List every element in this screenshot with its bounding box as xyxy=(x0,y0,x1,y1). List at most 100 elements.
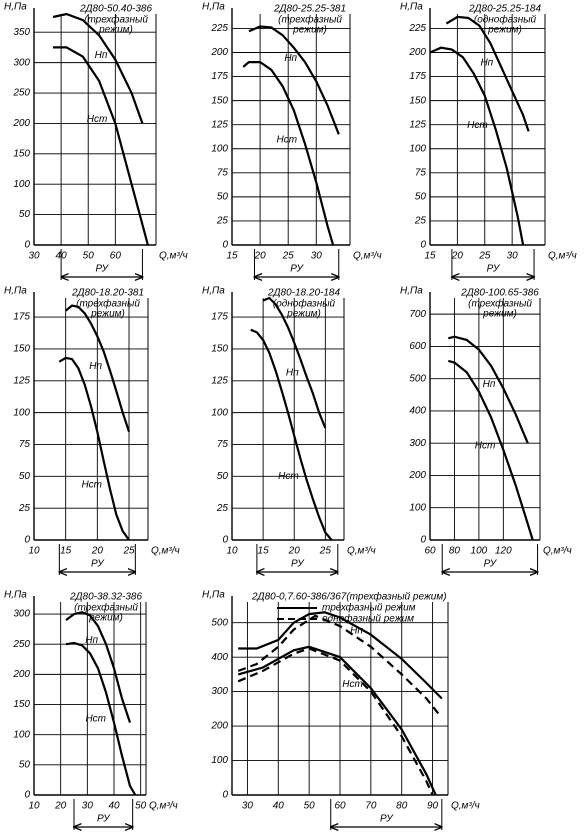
y-tick-label: 0 xyxy=(222,240,228,251)
y-tick-label: 175 xyxy=(211,312,228,323)
curve-label: Нст xyxy=(81,480,102,491)
y-tick-label: 0 xyxy=(222,535,228,546)
curve xyxy=(448,359,534,541)
x-tick-label: 20 xyxy=(288,546,301,557)
x-tick-label: 20 xyxy=(254,251,267,262)
curve-label: Нст xyxy=(85,713,106,724)
curve-label: Нп xyxy=(483,379,496,390)
y-tick-label: 0 xyxy=(24,240,30,251)
chart-title: 2Д80-50.40-386 xyxy=(79,4,153,15)
y-tick-label: 100 xyxy=(409,143,426,154)
curve-label: Нст xyxy=(276,135,297,146)
x-tick-label: 30 xyxy=(507,251,519,262)
x-tick-label: 40 xyxy=(273,801,285,812)
y-axis-label: Н,Па xyxy=(202,2,225,13)
y-axis-label: Н,Па xyxy=(4,2,27,13)
ru-label: РУ xyxy=(290,264,304,275)
legend-label: однофазный режим xyxy=(322,613,414,625)
chart-subtitle: режим) xyxy=(98,25,133,36)
y-tick-label: 300 xyxy=(13,57,30,68)
chart-title: 2Д80-0,7.60-386/367(трехфазный режим) xyxy=(251,591,447,603)
chart-title: 2Д80-38.32-386 xyxy=(69,592,143,603)
y-tick-label: 225 xyxy=(408,23,426,34)
x-axis-label: Q,м³/ч xyxy=(151,546,180,557)
curve xyxy=(52,12,144,124)
curve xyxy=(65,641,137,796)
curve-label: Нст xyxy=(87,114,108,125)
x-tick-label: 50 xyxy=(135,801,147,812)
legend-label: трехфазный режим xyxy=(322,602,416,614)
curve-label: Нп xyxy=(89,361,102,372)
x-tick-label: 25 xyxy=(122,546,135,557)
y-tick-label: 100 xyxy=(211,407,228,418)
curve xyxy=(445,15,530,132)
x-tick-label: 10 xyxy=(226,546,238,557)
y-axis-label: Н,Па xyxy=(4,286,27,297)
x-axis-label: Q,м³/ч xyxy=(451,801,480,812)
x-tick-label: 40 xyxy=(108,801,120,812)
curve-label: Нп xyxy=(350,625,363,636)
y-tick-label: 125 xyxy=(211,119,228,130)
x-tick-label: 70 xyxy=(365,801,377,812)
y-tick-label: 150 xyxy=(13,699,30,710)
chart-title: 2Д80-25.25-184 xyxy=(468,4,542,15)
curve xyxy=(65,304,131,433)
curve-label: Нст xyxy=(342,679,363,690)
chart-subtitle: (однофазный xyxy=(474,14,537,26)
x-tick-label: 10 xyxy=(28,801,40,812)
y-tick-label: 25 xyxy=(414,216,427,227)
x-tick-label: 15 xyxy=(424,251,436,262)
x-axis-label: Q,м³/ч xyxy=(353,251,382,262)
y-tick-label: 200 xyxy=(12,669,30,680)
y-tick-label: 100 xyxy=(211,143,228,154)
chart-title: 2Д80-100.65-386 xyxy=(460,288,539,299)
y-tick-label: 500 xyxy=(409,373,426,384)
y-tick-label: 250 xyxy=(12,88,30,99)
curve-label: Нп xyxy=(284,53,297,64)
chart-subtitle: (трехфазный xyxy=(76,298,140,310)
y-tick-label: 175 xyxy=(211,71,228,82)
x-tick-label: 100 xyxy=(471,546,488,557)
curve xyxy=(429,46,525,246)
x-axis-label: Q,м³/ч xyxy=(159,251,188,262)
curve xyxy=(248,25,340,135)
x-tick-label: 90 xyxy=(427,801,439,812)
y-tick-label: 150 xyxy=(211,344,228,355)
y-tick-label: 200 xyxy=(210,47,228,58)
y-tick-label: 0 xyxy=(222,790,228,801)
ru-label: РУ xyxy=(95,264,109,275)
curve-label: Нп xyxy=(85,635,98,646)
curve xyxy=(58,356,130,541)
y-tick-label: 25 xyxy=(216,216,229,227)
y-tick-label: 150 xyxy=(409,95,426,106)
x-tick-label: 15 xyxy=(258,546,270,557)
y-tick-label: 50 xyxy=(415,192,427,203)
chart-subtitle: (трехфазный xyxy=(74,602,138,614)
x-axis-label: Q,м³/ч xyxy=(543,546,572,557)
y-tick-label: 200 xyxy=(210,721,228,732)
y-tick-label: 75 xyxy=(415,167,427,178)
y-tick-label: 100 xyxy=(211,755,228,766)
chart-subtitle: режим) xyxy=(292,25,327,36)
y-tick-label: 175 xyxy=(409,71,426,82)
chart-subtitle: режим) xyxy=(487,25,522,36)
y-axis-label: Н,Па xyxy=(202,286,225,297)
y-tick-label: 700 xyxy=(409,309,426,320)
y-tick-label: 100 xyxy=(13,729,30,740)
curve-label: Нст xyxy=(475,440,496,451)
y-tick-label: 50 xyxy=(217,192,229,203)
curve xyxy=(448,335,529,444)
x-tick-label: 120 xyxy=(495,546,512,557)
chart-title: 2Д80-18.20-184 xyxy=(267,288,341,299)
y-tick-label: 225 xyxy=(210,23,228,34)
ru-label: РУ xyxy=(380,814,394,825)
x-tick-label: 20 xyxy=(451,251,464,262)
y-tick-label: 300 xyxy=(13,609,30,620)
x-tick-label: 50 xyxy=(83,251,95,262)
y-tick-label: 50 xyxy=(19,759,31,770)
y-axis-label: Н,Па xyxy=(400,2,423,13)
y-tick-label: 600 xyxy=(409,341,426,352)
y-tick-label: 0 xyxy=(420,535,426,546)
y-tick-label: 0 xyxy=(420,240,426,251)
y-tick-label: 175 xyxy=(13,312,30,323)
